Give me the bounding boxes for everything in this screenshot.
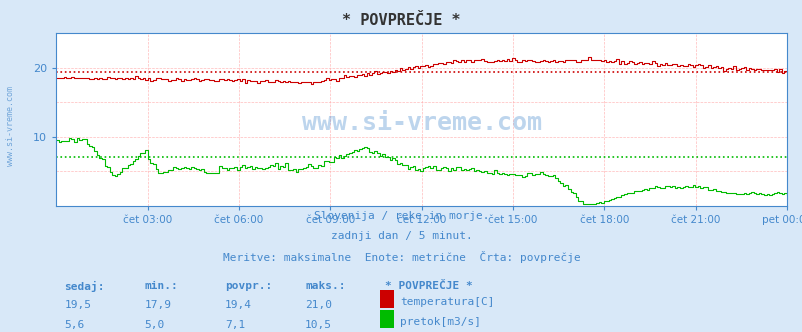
- Text: 5,0: 5,0: [144, 320, 164, 330]
- Text: pretok[m3/s]: pretok[m3/s]: [399, 317, 480, 327]
- Text: Meritve: maksimalne  Enote: metrične  Črta: povprečje: Meritve: maksimalne Enote: metrične Črta…: [222, 251, 580, 263]
- Text: www.si-vreme.com: www.si-vreme.com: [302, 111, 541, 135]
- Text: 17,9: 17,9: [144, 300, 172, 310]
- Text: * POVPREČJE *: * POVPREČJE *: [385, 281, 472, 290]
- Text: 19,4: 19,4: [225, 300, 252, 310]
- Text: 7,1: 7,1: [225, 320, 245, 330]
- Text: maks.:: maks.:: [305, 281, 345, 290]
- Text: www.si-vreme.com: www.si-vreme.com: [6, 86, 15, 166]
- Text: zadnji dan / 5 minut.: zadnji dan / 5 minut.: [330, 231, 472, 241]
- Text: 5,6: 5,6: [64, 320, 84, 330]
- Text: * POVPREČJE *: * POVPREČJE *: [342, 13, 460, 28]
- Text: Slovenija / reke in morje.: Slovenija / reke in morje.: [314, 211, 488, 221]
- Text: 21,0: 21,0: [305, 300, 332, 310]
- Text: 10,5: 10,5: [305, 320, 332, 330]
- Text: 19,5: 19,5: [64, 300, 91, 310]
- Text: sedaj:: sedaj:: [64, 281, 104, 291]
- Text: temperatura[C]: temperatura[C]: [399, 297, 494, 307]
- Text: min.:: min.:: [144, 281, 178, 290]
- Text: povpr.:: povpr.:: [225, 281, 272, 290]
